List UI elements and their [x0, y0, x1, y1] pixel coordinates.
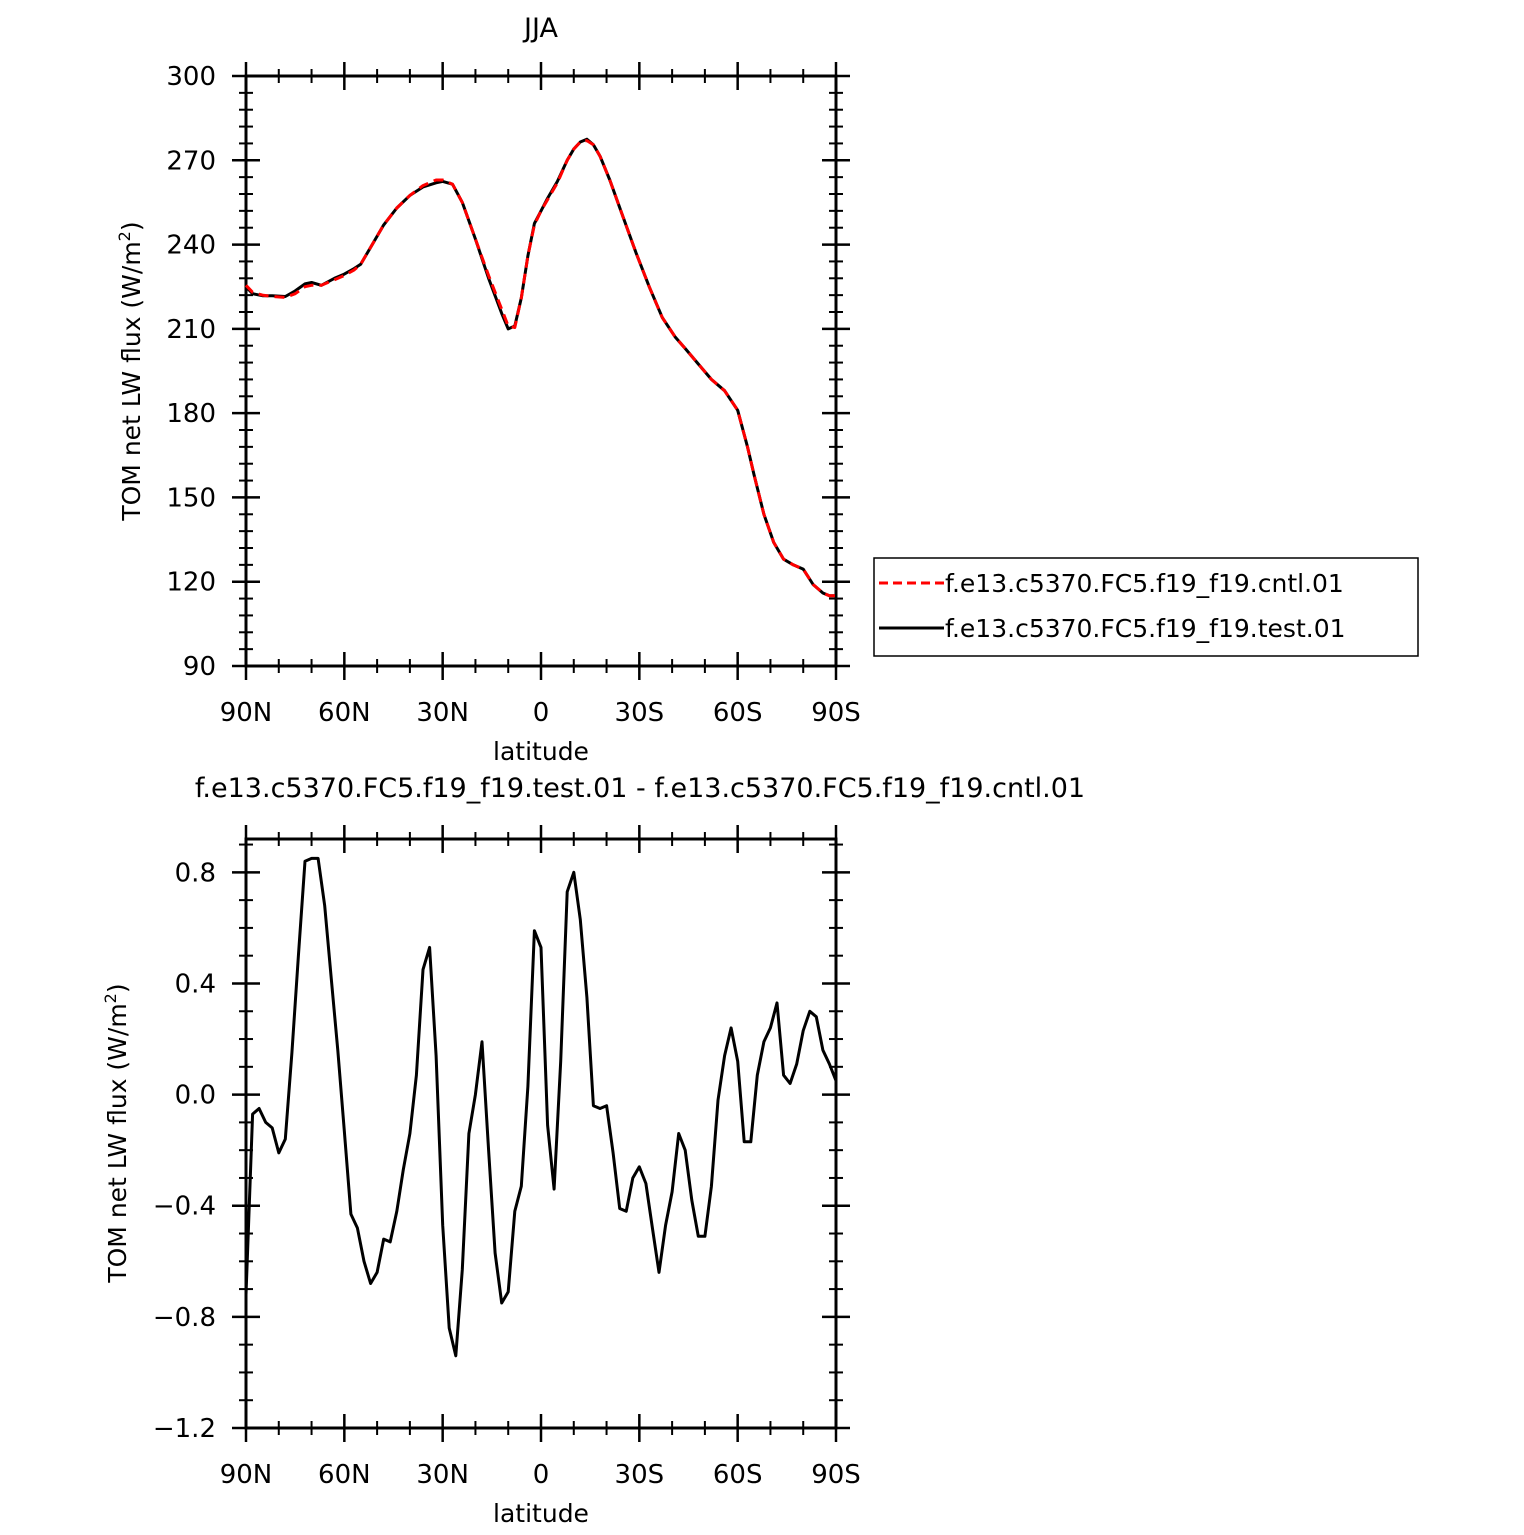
bottom-y-ticks: 0.8 0.4 0.0 −0.4 −0.8 −1.2 — [153, 843, 850, 1444]
top-series-lines — [244, 137, 836, 598]
top-x-tick-label: 90N — [220, 698, 273, 728]
legend-label-cntl: f.e13.c5370.FC5.f19_f19.cntl.01 — [945, 569, 1344, 598]
top-y-axis-title-main: TOM net LW flux (W/m — [117, 241, 146, 521]
top-x-tick-label: 90S — [811, 698, 861, 728]
top-y-tick-label: 120 — [166, 568, 216, 598]
top-x-axis-title: latitude — [493, 737, 589, 766]
bottom-y-axis-title-close: ) — [103, 983, 132, 993]
top-x-tick-label: 0 — [533, 698, 550, 728]
bottom-y-tick-label: −1.2 — [153, 1414, 216, 1444]
top-y-tick-label: 180 — [166, 399, 216, 429]
legend-box — [873, 557, 1419, 657]
top-x-tick-label: 60S — [713, 698, 763, 728]
bottom-x-axis-title: latitude — [493, 1499, 589, 1528]
bottom-chart-title: f.e13.c5370.FC5.f19_f19.test.01 - f.e13.… — [195, 773, 1085, 804]
top-y-axis-title-sup: 2 — [115, 231, 134, 241]
bottom-y-tick-label: 0.4 — [175, 969, 216, 999]
top-y-tick-label: 240 — [166, 231, 216, 261]
bottom-y-tick-label: 0.0 — [175, 1081, 216, 1111]
top-plot-frame — [244, 74, 838, 668]
bottom-x-tick-label: 30N — [416, 1460, 469, 1490]
bottom-x-tick-label: 30S — [615, 1460, 665, 1490]
top-x-ticks: 90N 60N 30N 0 30S 60S 90S — [220, 62, 861, 728]
bottom-y-axis-title-sup: 2 — [101, 993, 120, 1003]
top-x-tick-label: 30S — [615, 698, 665, 728]
legend-label-test: f.e13.c5370.FC5.f19_f19.test.01 — [945, 614, 1346, 643]
bottom-x-tick-label: 60N — [318, 1460, 371, 1490]
top-series-line-0 — [244, 139, 836, 598]
bottom-x-tick-label: 90N — [220, 1460, 273, 1490]
bottom-x-tick-label: 0 — [533, 1460, 550, 1490]
legend: f.e13.c5370.FC5.f19_f19.cntl.01 f.e13.c5… — [873, 557, 1419, 657]
top-chart: JJA 90 120 150 180 210 240 270 300 90N 60N 30N 0 30… — [115, 13, 1419, 766]
bottom-x-ticks: 90N 60N 30N 0 30S 60S 90S — [220, 825, 861, 1490]
bottom-y-axis-title: TOM net LW flux (W/m2) — [101, 983, 132, 1283]
top-chart-title: JJA — [522, 13, 558, 44]
bottom-series-line-0 — [244, 856, 838, 1358]
bottom-y-axis-title-main: TOM net LW flux (W/m — [103, 1003, 132, 1283]
bottom-y-tick-label: 0.8 — [175, 858, 216, 888]
top-series-line-1 — [244, 137, 836, 598]
top-y-ticks: 90 120 150 180 210 240 270 300 — [166, 62, 850, 682]
bottom-plot-frame — [244, 837, 838, 1430]
bottom-chart: f.e13.c5370.FC5.f19_f19.test.01 - f.e13.… — [101, 773, 1085, 1528]
top-y-tick-label: 150 — [166, 483, 216, 513]
bottom-x-tick-label: 90S — [811, 1460, 861, 1490]
top-y-tick-label: 210 — [166, 315, 216, 345]
top-y-axis-title: TOM net LW flux (W/m2) — [115, 221, 146, 521]
top-x-tick-label: 60N — [318, 698, 371, 728]
bottom-series-lines — [244, 856, 838, 1358]
bottom-y-tick-label: −0.8 — [153, 1303, 216, 1333]
top-x-tick-label: 30N — [416, 698, 469, 728]
bottom-x-tick-label: 60S — [713, 1460, 763, 1490]
top-y-tick-label: 300 — [166, 62, 216, 92]
top-y-tick-label: 270 — [166, 146, 216, 176]
top-y-tick-label: 90 — [183, 652, 216, 682]
top-y-axis-title-close: ) — [117, 221, 146, 231]
bottom-y-tick-label: −0.4 — [153, 1192, 216, 1222]
